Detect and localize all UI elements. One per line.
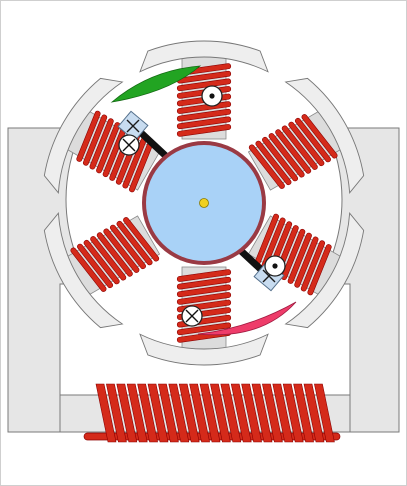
coil-turn — [281, 228, 306, 281]
coil-turn — [281, 125, 318, 170]
coil-turn — [176, 78, 232, 92]
coil-turn — [70, 247, 107, 292]
coil-turn — [255, 140, 292, 186]
coil-turn — [176, 292, 232, 305]
current-in-marker-top-cross — [122, 138, 136, 152]
coil-turn — [176, 322, 232, 336]
current-in-marker-bottom-cross — [185, 309, 199, 323]
field-coil-turn — [168, 383, 190, 443]
coil-turn — [300, 240, 326, 292]
coil-turn — [82, 114, 108, 166]
current-out-marker-top-dot — [209, 93, 215, 99]
field-coil-turn — [147, 383, 169, 443]
coil-turn — [83, 239, 120, 285]
coil-turn — [176, 124, 232, 137]
brush-marker-bottom — [197, 301, 297, 336]
field-coil-turn — [220, 383, 242, 443]
coil-turn — [116, 220, 153, 266]
field-coil-turn — [303, 383, 325, 443]
field-coil-turn — [314, 383, 335, 443]
field-coil-turn — [230, 383, 252, 443]
coil-turn — [294, 117, 331, 163]
coil-turn — [294, 236, 319, 288]
field-coil-turn — [116, 383, 138, 443]
field-coil-turn — [178, 383, 200, 443]
field-coil-turn — [251, 383, 273, 443]
pole-shoe — [43, 77, 124, 194]
coil-turn — [96, 122, 121, 174]
pole-shoe — [284, 212, 365, 329]
stator-pole — [247, 212, 365, 329]
coil-turn — [268, 133, 305, 178]
field-coil-turn — [126, 383, 148, 443]
brush-terminal-top — [126, 119, 140, 133]
coil-turn — [248, 144, 285, 189]
rotor — [142, 141, 266, 265]
field-coil-turn — [241, 383, 262, 443]
coil-turn — [123, 217, 160, 262]
shaft-dot — [199, 198, 209, 208]
coil-turn — [307, 244, 332, 296]
coil-turn — [275, 129, 312, 174]
coil-turn — [301, 114, 338, 159]
pole-shoe — [43, 212, 124, 329]
coil-turn — [109, 224, 146, 270]
field-coil-turn — [189, 383, 210, 443]
current-markers — [118, 85, 286, 327]
field-coil-turn — [95, 383, 117, 443]
coil-turn — [90, 236, 127, 281]
coil-turn — [103, 228, 140, 273]
brush-arm-top — [135, 127, 171, 161]
coil-turn — [176, 276, 232, 290]
stator-pole — [43, 212, 161, 329]
coil-turn — [288, 121, 325, 167]
coil-turn — [287, 232, 312, 284]
field-coil-turn — [293, 383, 314, 443]
field-coil-turn — [158, 383, 179, 443]
coil-turn — [262, 136, 299, 182]
field-coil-turn — [199, 383, 221, 443]
coil-turn — [176, 269, 232, 282]
coil-turn — [176, 284, 232, 298]
coil-turn — [76, 110, 101, 162]
coil-turn — [77, 243, 114, 289]
field-coil-turn — [262, 383, 283, 443]
pole-shoe — [284, 77, 365, 194]
coil-turn — [89, 118, 114, 170]
brush-assembly — [110, 65, 297, 336]
brush-marker-top — [110, 65, 202, 103]
field-coil-turn — [272, 383, 294, 443]
field-coil-turn — [282, 383, 304, 443]
field-coil-turn — [137, 383, 158, 443]
coil-turn — [176, 108, 232, 122]
pole-shoe — [139, 40, 269, 73]
field-coil-turn — [106, 383, 127, 443]
coil-turn — [176, 116, 232, 130]
field-coil-turn — [210, 383, 231, 443]
stator-pole — [247, 77, 365, 194]
current-out-marker-bottom-dot — [272, 263, 278, 269]
stator-pole — [43, 77, 161, 194]
field-coil — [83, 383, 341, 443]
pole-shoe — [139, 333, 269, 366]
coil-turn — [96, 232, 133, 277]
